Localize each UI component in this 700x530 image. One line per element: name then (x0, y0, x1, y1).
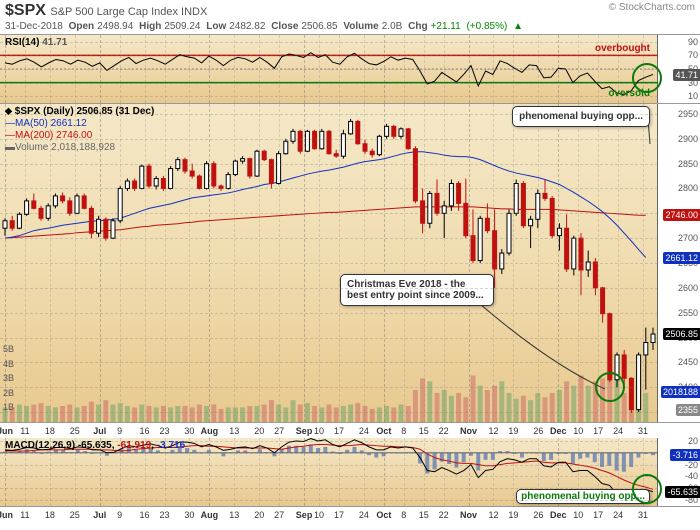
callout-buying-opp-2: phenomenal buying opp... (516, 489, 650, 504)
callout-buying-opp-1: phenomenal buying opp... (512, 106, 650, 127)
macd-yaxis: -80-60-40-20020-3.716-65.635 (657, 438, 700, 506)
symbol-desc: S&P 500 Large Cap Index INDX (50, 6, 207, 18)
rsi-yaxis: 103050709041.71 (657, 35, 700, 103)
main-title: ⬥ $SPX (Daily) 2506.85 (31 Dec) (5, 106, 154, 117)
rsi-panel: 103050709041.71 RSI(14) 41.71 overbought… (0, 35, 700, 104)
date-axis-1: Jun111825Jul9162330Aug132027Sep101724Oct… (0, 423, 700, 438)
callout-christmas: Christmas Eve 2018 - the best entry poin… (340, 274, 494, 306)
price-yaxis: 2350240024502500255026002650270027502800… (657, 104, 700, 422)
symbol: $SPX (5, 2, 46, 19)
stock-chart: $SPX S&P 500 Large Cap Index INDX © Stoc… (0, 0, 700, 530)
volume-legend: ▬Volume 2,018,188,928 (5, 142, 115, 153)
credit: © StockCharts.com (609, 2, 695, 13)
ma50-legend: —MA(50) 2661.12 (5, 118, 87, 129)
date-axis-2: Jun111825Jul9162330Aug132027Sep101724Oct… (0, 507, 700, 522)
price-panel: 2350240024502500255026002650270027502800… (0, 104, 700, 423)
ohlc-line: 31-Dec-2018 Open2498.94 High2509.24 Low2… (5, 21, 695, 32)
overbought-label: overbought (595, 43, 650, 54)
macd-panel: -80-60-40-20020-3.716-65.635 MACD(12,26,… (0, 438, 700, 507)
chart-header: $SPX S&P 500 Large Cap Index INDX © Stoc… (0, 0, 700, 35)
rsi-circle-marker (632, 63, 662, 93)
